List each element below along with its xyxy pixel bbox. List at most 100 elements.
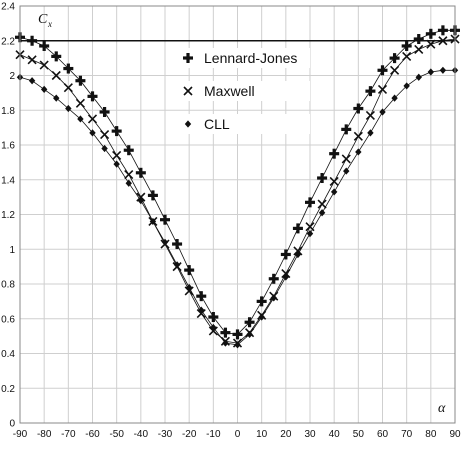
plus-bar-v [296, 223, 300, 234]
data-point [258, 313, 265, 321]
data-point [282, 273, 290, 281]
axes: -90 -80 -70 -60 -50 -40 -30 -20 -10 0 10 20 30 40 50 60… [1, 2, 461, 441]
x-tick-label: -90 [13, 429, 28, 440]
y-tick-label: 1.2 [1, 210, 15, 221]
plus-bar-v [54, 51, 58, 62]
data-point [75, 75, 86, 86]
legend-entry-bg [180, 48, 310, 68]
data-point [111, 126, 122, 137]
data-point [40, 85, 48, 93]
x-tick-label: -50 [109, 429, 124, 440]
plus-bar-v [392, 53, 397, 64]
y-axis-title-subscript: x [47, 19, 52, 29]
y-tick-label: 2.4 [1, 2, 15, 13]
plus-bar-v [78, 75, 83, 86]
data-point [438, 36, 448, 46]
series-lennard-jones [15, 25, 460, 340]
cross-stroke [63, 83, 73, 93]
data-point [112, 150, 122, 160]
data-point [63, 83, 73, 93]
cross-stroke [390, 65, 400, 75]
plus-bar-v [417, 34, 421, 45]
data-point [425, 28, 436, 39]
data-point [234, 341, 241, 349]
x-tick-label: -60 [85, 429, 100, 440]
plus-bar-v [284, 249, 288, 260]
data-point [379, 108, 386, 116]
axis-titles: C x α [38, 12, 446, 416]
cross-stroke [317, 199, 327, 209]
plus-bar-v [441, 25, 445, 36]
y-axis-title: C [38, 12, 48, 27]
plus-bar-v [127, 145, 131, 156]
plus-bar-v [223, 327, 228, 338]
data-point [39, 60, 49, 70]
data-point [390, 65, 400, 75]
cross-stroke [124, 169, 134, 180]
plus-bar-v [429, 28, 433, 39]
plus-bar-v [163, 214, 167, 225]
cross-stroke [365, 110, 375, 121]
data-point [173, 261, 181, 269]
data-point [244, 317, 255, 328]
legend-marker [183, 53, 193, 63]
data-point [246, 330, 253, 338]
legend-entry-bg [180, 114, 310, 134]
plus-bar-v [332, 148, 336, 159]
y-tick-label: 2.2 [1, 36, 15, 47]
data-point [123, 145, 134, 156]
data-point [87, 91, 98, 102]
data-point [160, 214, 170, 225]
cross-stroke [329, 176, 339, 187]
plus-bar-v [151, 190, 155, 201]
plus-bar-v [42, 40, 46, 51]
data-point [270, 294, 277, 302]
data-point [99, 106, 110, 117]
x-tick-label: -20 [182, 429, 197, 440]
data-point [389, 53, 400, 64]
cross-stroke [438, 36, 448, 46]
cross-stroke [75, 98, 85, 108]
data-point [341, 154, 351, 164]
data-point [377, 65, 388, 76]
y-tick-label: 1 [9, 245, 15, 256]
data-point [402, 51, 412, 61]
x-tick-label: 90 [449, 429, 461, 440]
data-point [27, 35, 38, 46]
cross-stroke [305, 222, 315, 232]
plus-bar-v [187, 265, 191, 276]
data-point [77, 115, 84, 123]
y-tick-label: 1.6 [1, 141, 15, 152]
data-point [28, 77, 36, 85]
plus-bar-v [199, 291, 203, 302]
data-point [413, 34, 424, 45]
data-point [65, 104, 72, 113]
data-point [124, 169, 134, 180]
x-tick-label: 40 [329, 429, 341, 440]
cross-stroke [377, 84, 388, 94]
plus-bar-v [320, 173, 324, 184]
data-point [125, 179, 132, 187]
x-tick-label: 50 [353, 429, 365, 440]
plus-bar-v [102, 106, 107, 117]
data-point [353, 131, 363, 141]
plus-bar-v [368, 86, 373, 97]
x-axis-title: α [438, 401, 446, 416]
data-point [137, 197, 145, 205]
data-point [268, 273, 279, 284]
plus-bar-v [344, 124, 348, 135]
data-point [414, 44, 424, 55]
data-point [403, 82, 410, 90]
cross-stroke [426, 39, 436, 49]
x-tick-label: 10 [256, 429, 268, 440]
legend: Lennard-Jones Maxwell CLL [180, 48, 310, 134]
y-tick-label: 2 [9, 71, 15, 82]
x-tick-label: -70 [61, 429, 76, 440]
y-tick-label: 0.8 [1, 280, 15, 291]
legend-marker [183, 86, 193, 96]
legend-label: CLL [204, 116, 230, 132]
data-point [147, 190, 158, 201]
data-point [305, 197, 315, 208]
data-point [63, 63, 74, 74]
